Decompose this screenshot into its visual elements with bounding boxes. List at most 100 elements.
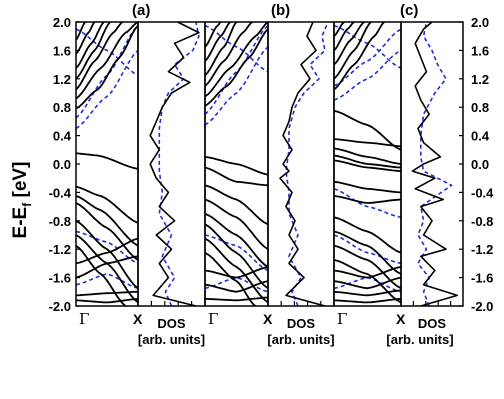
k-point-label-gamma: Γ (79, 310, 89, 328)
band-line (334, 138, 402, 148)
k-point-label-x: X (133, 311, 143, 327)
y-tick-label-right: -2.0 (471, 299, 493, 314)
k-point-label-x: X (396, 311, 406, 327)
band-line (205, 223, 269, 290)
band-line-dashed (205, 25, 269, 115)
dos-axis-unit: [arb. units] (267, 332, 334, 347)
k-point-label-gamma: Γ (337, 310, 347, 328)
band-line (334, 289, 402, 297)
dos-curve-dashed (417, 22, 453, 306)
band-line (334, 298, 402, 304)
y-tick-label-left: -1.6 (49, 271, 71, 286)
y-tick-label-right: -1.6 (471, 271, 493, 286)
y-tick-label-right: -1.2 (471, 242, 493, 257)
y-tick-label-right: 0.4 (471, 129, 490, 144)
band-line (334, 22, 345, 37)
dos-curve (411, 22, 458, 306)
band-line (205, 22, 238, 76)
dos-curve (279, 22, 326, 306)
band-line-dashed (76, 49, 139, 130)
band-line (76, 202, 139, 261)
band-line (205, 28, 269, 107)
band-line-dashed (205, 276, 269, 293)
band-line (76, 22, 139, 100)
dos-axis-label: DOS (418, 316, 447, 331)
band-line (76, 22, 105, 69)
band-line (334, 22, 355, 52)
y-tick-label-right: -0.8 (471, 214, 493, 229)
panel-plot-area (334, 22, 458, 306)
band-line (334, 276, 402, 290)
band-line-dashed (76, 25, 139, 119)
band-line (205, 280, 269, 293)
band-line (76, 22, 96, 55)
y-tick-label-left: -2.0 (49, 299, 71, 314)
band-line-dashed (76, 28, 139, 77)
band-line (334, 259, 402, 304)
band-line (76, 255, 139, 279)
dos-axis-unit: [arb. units] (386, 332, 453, 347)
y-tick-label-right: 0.0 (471, 157, 489, 172)
band-line (205, 266, 269, 279)
band-line (205, 198, 269, 250)
band-line (334, 216, 402, 254)
band-line (334, 147, 402, 165)
y-tick-label-right: 1.2 (471, 72, 489, 87)
band-line (76, 220, 139, 289)
band-line (334, 244, 402, 290)
band-line-dashed (334, 188, 402, 219)
band-line (205, 22, 231, 62)
y-tick-label-right: 2.0 (471, 15, 489, 30)
y-tick-label-left: 0.0 (53, 157, 71, 172)
panel-label: (b) (271, 2, 290, 19)
band-line (76, 195, 139, 247)
band-line (76, 152, 139, 170)
band-line (334, 159, 402, 172)
panel-plot-area (76, 22, 200, 306)
band-line (76, 25, 139, 110)
panel-label: (c) (400, 2, 418, 19)
band-line (76, 237, 139, 265)
band-line (205, 296, 269, 302)
band-line-dashed (334, 49, 402, 101)
y-axis-title: E-Ef [eV] (10, 162, 34, 239)
band-line (205, 22, 253, 87)
band-line (76, 22, 111, 80)
band-line (334, 22, 385, 91)
y-tick-label-left: 2.0 (53, 15, 71, 30)
y-tick-label-left: -1.2 (49, 242, 71, 257)
y-tick-label-right: 1.6 (471, 43, 489, 58)
dos-curve-dashed (158, 22, 200, 306)
dos-panel-frame (137, 21, 206, 307)
band-line-dashed (76, 230, 139, 265)
band-line (334, 266, 402, 279)
band-line (205, 156, 269, 176)
k-point-label-gamma: Γ (208, 310, 218, 328)
band-line (334, 230, 402, 275)
band-line (334, 22, 372, 80)
band-line (205, 237, 269, 304)
y-tick-label-left: -0.4 (49, 185, 72, 200)
y-tick-label-left: 1.6 (53, 43, 71, 58)
band-line (76, 298, 139, 304)
band-line (205, 22, 269, 98)
band-line-dashed (76, 273, 139, 290)
band-line (76, 185, 139, 224)
band-line (334, 180, 402, 194)
y-tick-label-right: 0.8 (471, 100, 489, 115)
dos-panel-frame (400, 21, 464, 307)
y-tick-label-right: -0.4 (471, 185, 494, 200)
band-line-dashed (334, 28, 402, 87)
y-tick-label-left: 1.2 (53, 72, 71, 87)
dos-curve (149, 22, 200, 306)
band-line-dashed (334, 234, 402, 265)
dos-axis-unit: [arb. units] (138, 332, 205, 347)
panel-plot-area (205, 22, 329, 306)
dos-axis-label: DOS (287, 316, 316, 331)
k-point-label-x: X (263, 311, 273, 327)
panel-label: (a) (132, 2, 150, 19)
dos-curve-dashed (285, 22, 329, 306)
band-line (334, 22, 365, 66)
band-line (76, 22, 87, 41)
